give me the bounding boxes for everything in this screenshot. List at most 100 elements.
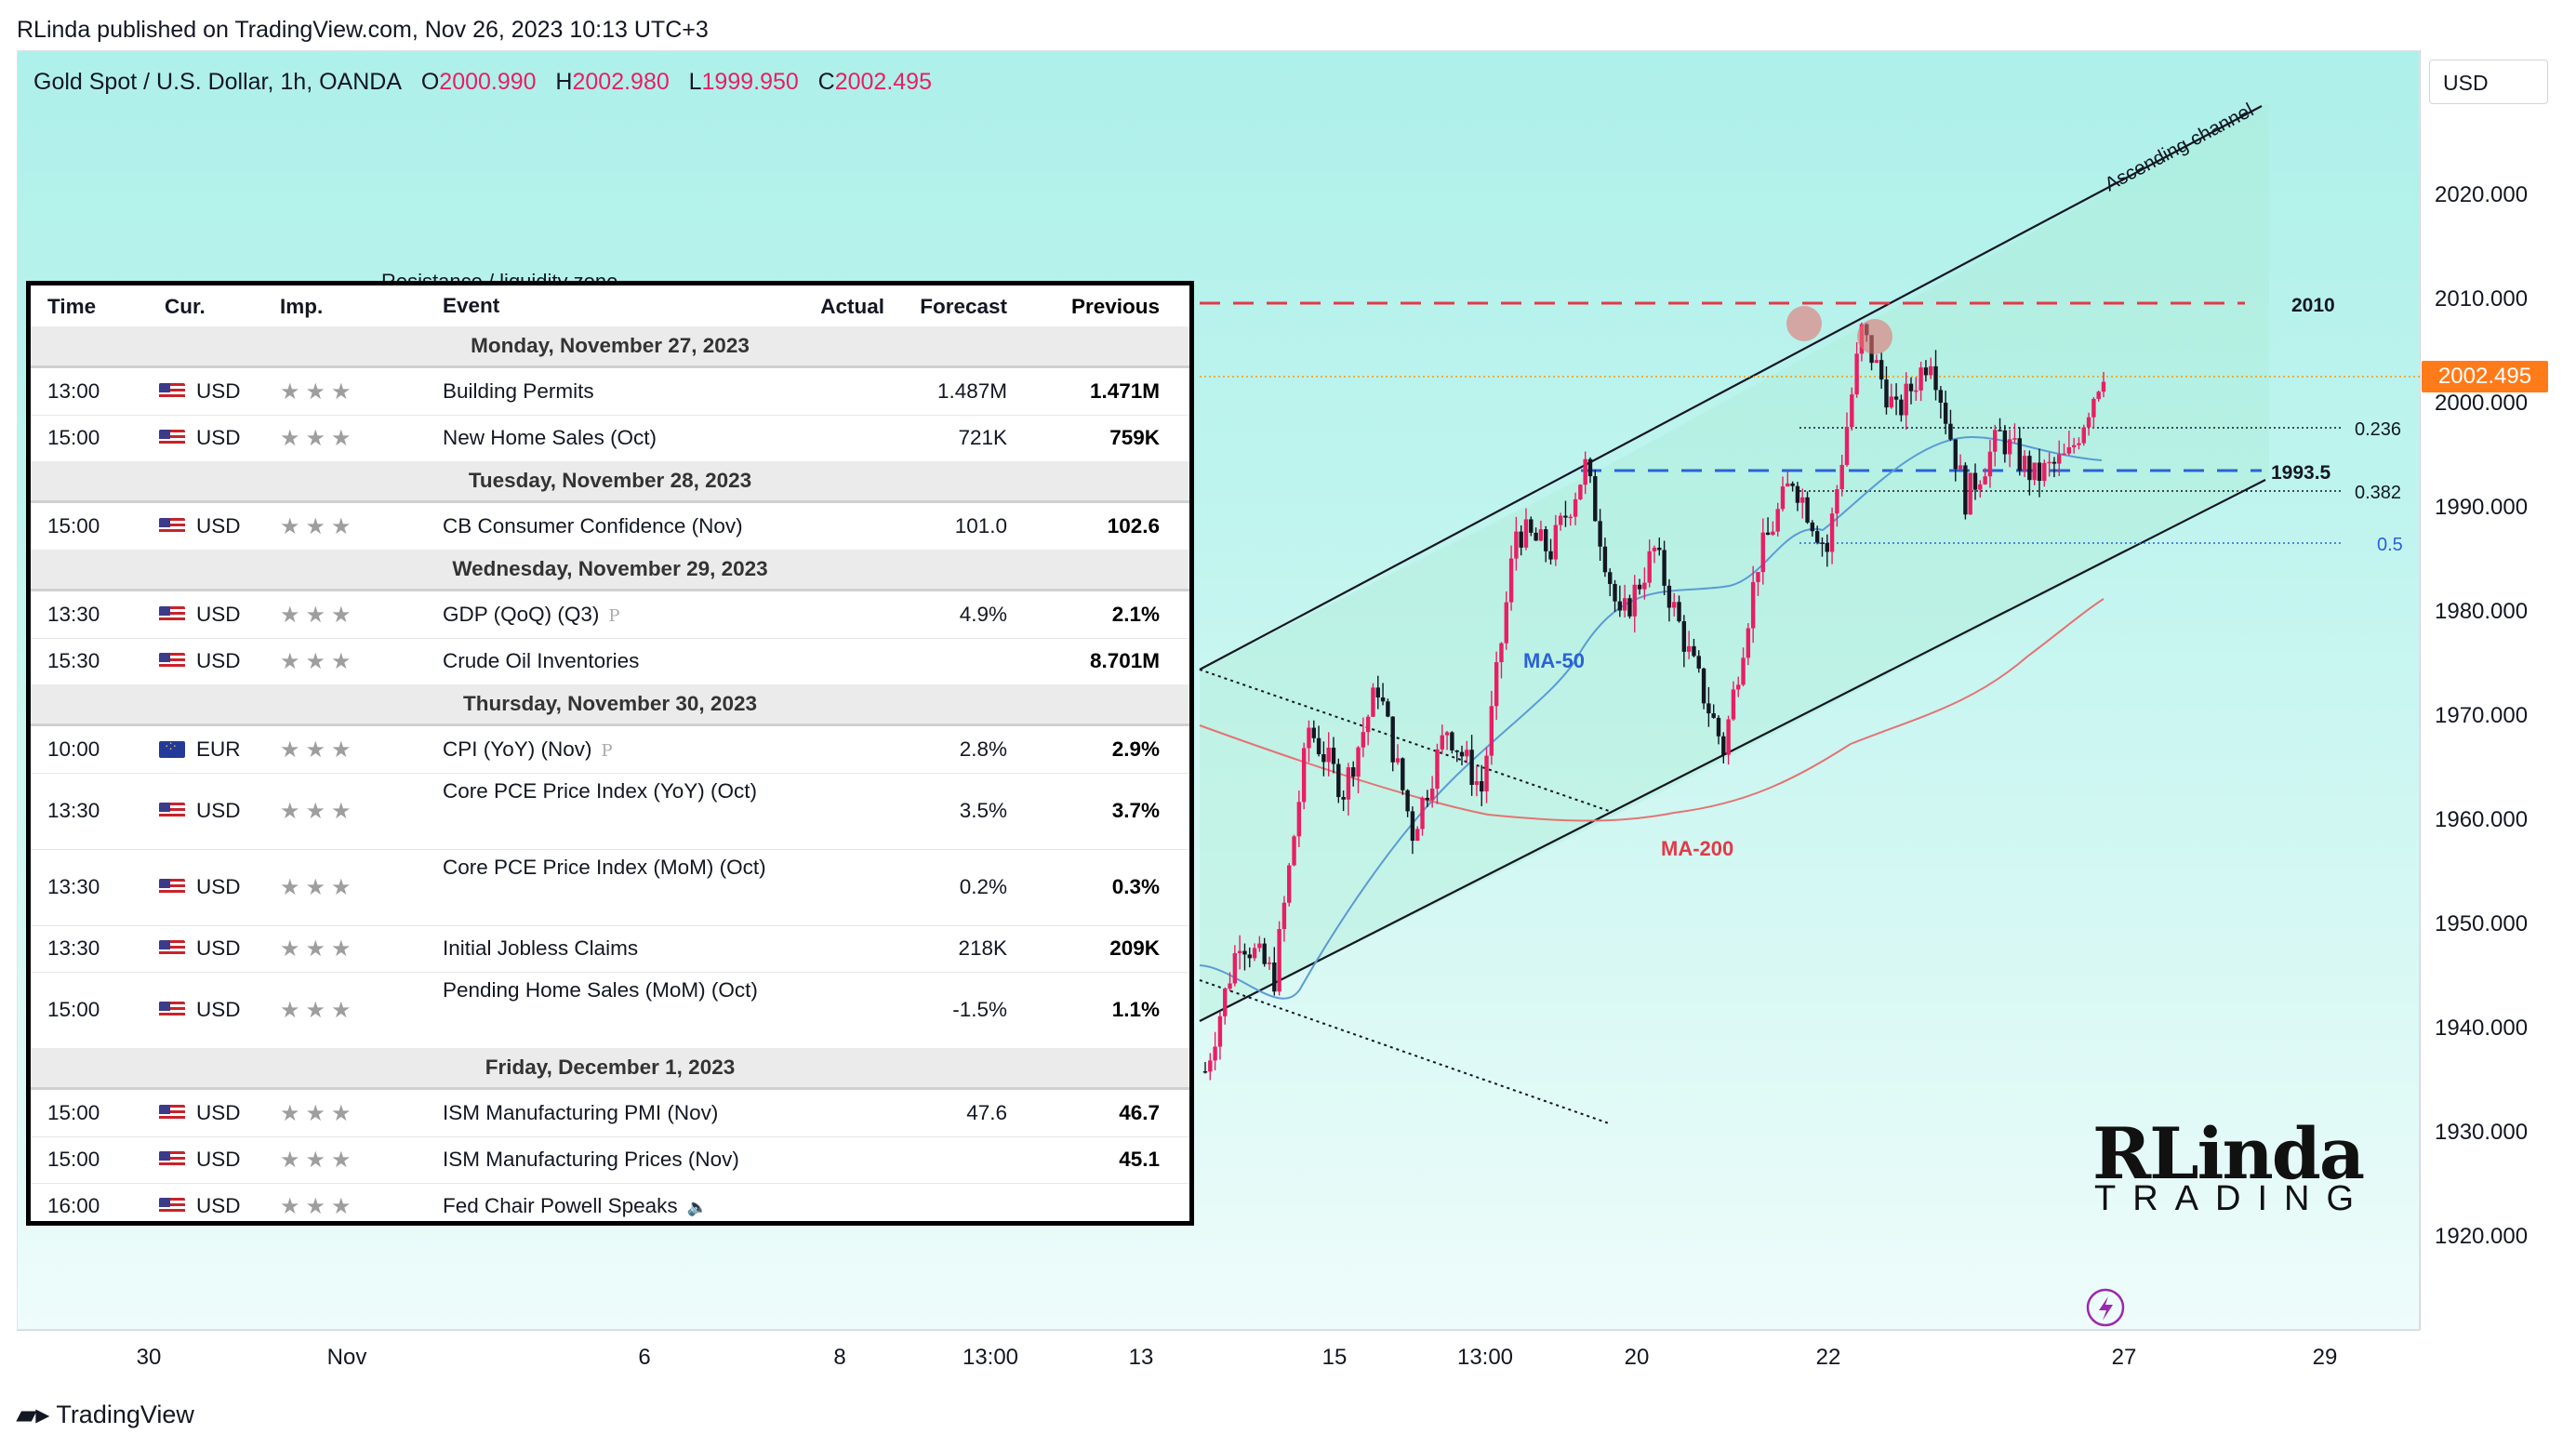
low-label: L (688, 69, 702, 95)
candle-body (1627, 598, 1632, 617)
candle-body (1642, 582, 1647, 590)
candle-body (1706, 703, 1711, 714)
candle-body (1637, 584, 1642, 590)
event-title: New Home Sales (Oct) (443, 426, 657, 449)
candle-body (1578, 485, 1583, 499)
event-currency: USD (159, 514, 241, 538)
calendar-event-row[interactable]: 15:00 USD ★★★ New Home Sales (Oct) 721K 759K (31, 415, 1189, 462)
price-tick: 1920.000 (2435, 1224, 2529, 1249)
candle-body (1854, 353, 1859, 395)
time-tick: 13 (1128, 1345, 1154, 1370)
calendar-event-row[interactable]: 13:30 USD ★★★ Core PCE Price Index (YoY) (O… (31, 773, 1189, 850)
time-tick: 27 (2111, 1345, 2137, 1370)
header-previous: Previous (1070, 295, 1160, 318)
calendar-event-row[interactable]: 15:00 USD ★★★ Pending Home Sales (MoM) (Oct… (31, 972, 1189, 1049)
fib-0236-label: 0.236 (2355, 419, 2401, 440)
candle-body (1786, 483, 1790, 487)
close-label: C (817, 69, 835, 95)
tradingview-footer[interactable]: ▰▸ TradingView (17, 1401, 194, 1429)
candle-body (1652, 547, 1657, 551)
candle-body (2002, 430, 2008, 455)
price-tick: 2000.000 (2435, 391, 2529, 416)
calendar-day-header: Friday, December 1, 2023 (31, 1048, 1189, 1090)
calendar-event-row[interactable]: 13:30 USD ★★★ Initial Jobless Claims 218K 209… (31, 925, 1189, 973)
candle-body (2071, 445, 2077, 447)
candle-body (1844, 427, 1850, 465)
calendar-event-row[interactable]: 10:00 EUR ★★★ CPI (YoY) (Nov) P 2.8% 2.9% (31, 726, 1189, 774)
candle-body (1346, 767, 1351, 800)
candle-body (1405, 790, 1410, 812)
importance-stars-icon: ★★★ (280, 1148, 357, 1173)
candle-body (1252, 948, 1257, 959)
calendar-event-row[interactable]: 15:00 USD ★★★ ISM Manufacturing PMI (Nov) 47… (31, 1090, 1189, 1137)
calendar-event-row[interactable]: 13:00 USD ★★★ Building Permits 1.487M 1.471M (31, 368, 1189, 416)
time-scale[interactable] (17, 1330, 2420, 1382)
fib-05-label: 0.5 (2377, 535, 2403, 555)
us-flag-icon (159, 1002, 185, 1018)
candle-body (1242, 950, 1247, 955)
calendar-event-row[interactable]: 13:30 USD ★★★ Core PCE Price Index (MoM) (O… (31, 849, 1189, 926)
candle-body (1953, 439, 1958, 470)
fib-0382-label: 0.382 (2355, 483, 2401, 503)
header-actual: Actual (820, 295, 884, 318)
candle-body (1331, 748, 1336, 764)
event-name: Crude Oil Inventories (443, 644, 796, 678)
candles-group (1202, 322, 2106, 1081)
candle-body (1839, 464, 1844, 490)
event-currency: USD (159, 1148, 241, 1172)
header-event: Event (443, 294, 500, 317)
candle-body (1602, 546, 1608, 573)
candle-body (1993, 430, 1998, 452)
us-flag-icon (159, 430, 185, 446)
candle-body (1237, 950, 1242, 954)
currency-code: EUR (196, 737, 241, 761)
event-previous: 2.1% (1111, 603, 1160, 626)
price-scale[interactable] (2420, 50, 2559, 1330)
header-cur: Cur. (165, 295, 206, 318)
currency-button[interactable]: USD (2429, 60, 2548, 104)
event-forecast: -1.5% (952, 998, 1007, 1021)
event-title: Core PCE Price Index (YoY) (Oct) (443, 779, 758, 803)
event-time: 13:00 (47, 379, 100, 403)
candle-body (1316, 737, 1321, 755)
importance-stars-icon: ★★★ (280, 1101, 357, 1126)
brand-sub: TRADING (2094, 1179, 2370, 1218)
candle-body (2101, 381, 2106, 392)
candle-body (1459, 751, 1465, 757)
level-2010-label: 2010 (2291, 295, 2335, 316)
ma50-label: MA-50 (1523, 649, 1585, 672)
candle-body (1696, 656, 1701, 669)
candle-body (1726, 719, 1731, 755)
event-name: Core PCE Price Index (MoM) (Oct) (443, 851, 796, 884)
calendar-event-row[interactable]: 15:30 USD ★★★ Crude Oil Inventories 8.701M (31, 638, 1189, 685)
symbol-name[interactable]: Gold Spot / U.S. Dollar, 1h, OANDA (33, 69, 402, 95)
candle-body (1494, 662, 1499, 707)
event-currency: USD (159, 799, 241, 823)
candle-body (1805, 497, 1810, 523)
header-time: Time (47, 295, 97, 318)
event-title: Core PCE Price Index (MoM) (Oct) (443, 856, 766, 879)
candle-body (1613, 583, 1617, 602)
time-tick: Nov (326, 1345, 367, 1370)
event-previous: 1.1% (1111, 998, 1160, 1021)
calendar-event-row[interactable]: 15:00 USD ★★★ CB Consumer Confidence (Nov) 1… (31, 503, 1189, 551)
calendar-event-row[interactable]: 15:00 USD ★★★ ISM Manufacturing Prices (Nov… (31, 1136, 1189, 1184)
calendar-event-row[interactable]: 13:30 USD ★★★ GDP (QoQ) (Q3) P 4.9% 2.1% (31, 591, 1189, 639)
wedge-lower-line (1199, 979, 1610, 1124)
candle-body (1336, 763, 1341, 798)
event-currency: USD (159, 426, 241, 450)
event-title: CB Consumer Confidence (Nov) (443, 514, 743, 538)
ma200-label: MA-200 (1661, 837, 1733, 860)
candle-body (2032, 462, 2037, 481)
candle-body (1272, 962, 1277, 992)
candle-body (1583, 458, 1587, 485)
candle-body (1321, 754, 1326, 763)
candle-body (2052, 461, 2057, 464)
calendar-event-row[interactable]: 16:00 USD ★★★ Fed Chair Powell Speaks 🔈 (31, 1183, 1189, 1221)
candle-body (1563, 515, 1568, 518)
candle-body (1356, 747, 1361, 777)
candle-body (1721, 736, 1726, 755)
candle-body (1775, 509, 1780, 532)
event-name: Core PCE Price Index (YoY) (Oct) (443, 775, 796, 808)
candle-body (2057, 454, 2062, 464)
